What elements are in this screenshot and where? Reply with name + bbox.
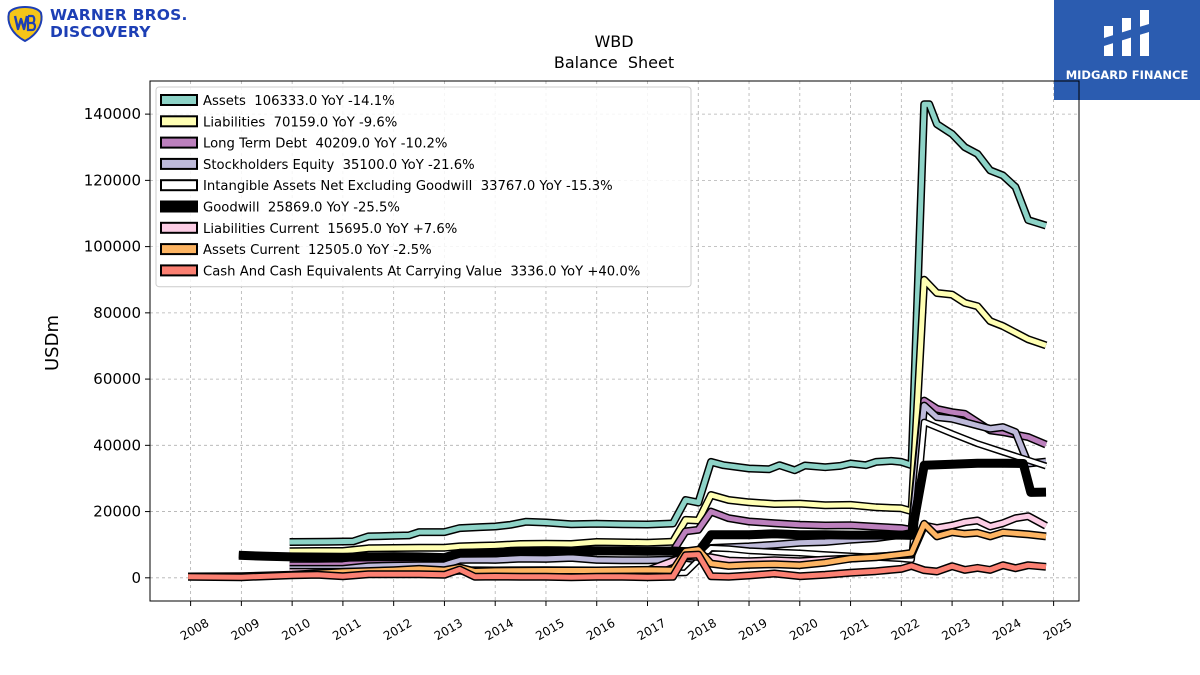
legend: Assets 106333.0 YoY -14.1% Liabilities 70…: [155, 86, 692, 288]
y-tick-label: 20000: [93, 503, 141, 521]
chart-title: WBD: [594, 32, 633, 51]
wb-shield-icon: [7, 5, 43, 43]
x-tick-label: 2013: [432, 616, 465, 643]
y-tick-label: 100000: [84, 238, 141, 256]
x-tick-label: 2017: [635, 616, 668, 643]
x-tick-label: 2009: [229, 616, 262, 643]
legend-label: Cash And Cash Equivalents At Carrying Va…: [203, 264, 640, 279]
x-tick-label: 2016: [584, 616, 617, 643]
y-tick-label: 0: [131, 569, 141, 587]
x-tick-label: 2022: [889, 616, 922, 643]
series-8: [188, 550, 1047, 582]
x-tick-label: 2025: [1041, 616, 1074, 643]
y-tick-label: 120000: [84, 171, 141, 189]
chart-subtitle: Balance Sheet: [554, 53, 674, 72]
legend-label: Liabilities Current 15695.0 YoY +7.6%: [203, 222, 457, 237]
legend-label: Assets 106333.0 YoY -14.1%: [203, 94, 395, 109]
legend-swatch: [160, 221, 198, 234]
logo-right-text: MIDGARD FINANCE: [1065, 68, 1189, 82]
series-lines: [188, 100, 1048, 582]
series-1: [289, 275, 1048, 556]
series-line: [188, 552, 1047, 580]
series-line: [289, 277, 1047, 554]
x-tick-label: 2010: [279, 616, 312, 643]
legend-swatch: [160, 264, 198, 277]
legend-swatch: [160, 94, 198, 106]
legend-swatch: [160, 200, 198, 213]
midgard-emblem-icon: [1104, 10, 1149, 56]
legend-swatch: [160, 243, 198, 256]
legend-label: Long Term Debt 40209.0 YoY -10.2%: [203, 137, 447, 152]
x-tick-label: 2020: [787, 616, 820, 643]
legend-swatch: [160, 157, 198, 170]
legend-label: Intangible Assets Net Excluding Goodwill…: [203, 179, 613, 194]
series-0: [289, 100, 1048, 546]
warner-bros-discovery-logo: WARNER BROS. DISCOVERY: [6, 5, 196, 43]
logo-left-text: WARNER BROS. DISCOVERY: [50, 7, 188, 41]
legend-label: Stockholders Equity 35100.0 YoY -21.6%: [203, 158, 475, 173]
legend-label: Liabilities 70159.0 YoY -9.6%: [203, 115, 397, 130]
logo-left-line2: DISCOVERY: [50, 23, 151, 41]
plot-frame: [149, 80, 1080, 602]
series-line: [188, 521, 1047, 579]
y-tick-label: 80000: [93, 304, 141, 322]
x-tick-label: 2024: [990, 616, 1023, 643]
legend-box: [155, 86, 692, 288]
legend-swatch: [160, 115, 198, 128]
x-tick-label: 2018: [686, 616, 719, 643]
series-7: [188, 519, 1047, 581]
x-tick-label: 2021: [838, 616, 871, 643]
midgard-finance-logo: MIDGARD FINANCE: [1054, 0, 1200, 100]
y-tick-label: 60000: [93, 370, 141, 388]
logo-left-line1: WARNER BROS.: [50, 6, 188, 24]
x-tick-label: 2019: [736, 616, 769, 643]
legend-label: Assets Current 12505.0 YoY -2.5%: [203, 243, 432, 258]
y-tick-label: 40000: [93, 436, 141, 454]
y-axis-label: USDm: [42, 315, 63, 371]
x-tick-label: 2023: [939, 616, 972, 643]
x-tick-label: 2008: [178, 616, 211, 643]
legend-label: Goodwill 25869.0 YoY -25.5%: [203, 201, 400, 216]
x-tick-label: 2012: [381, 616, 414, 643]
legend-swatch: [160, 136, 198, 149]
series-line: [289, 101, 1047, 545]
x-tick-label: 2015: [533, 616, 566, 643]
y-tick-label: 140000: [84, 105, 141, 123]
x-tick-label: 2014: [482, 616, 515, 643]
x-tick-label: 2011: [330, 616, 363, 643]
legend-swatch: [160, 179, 198, 192]
